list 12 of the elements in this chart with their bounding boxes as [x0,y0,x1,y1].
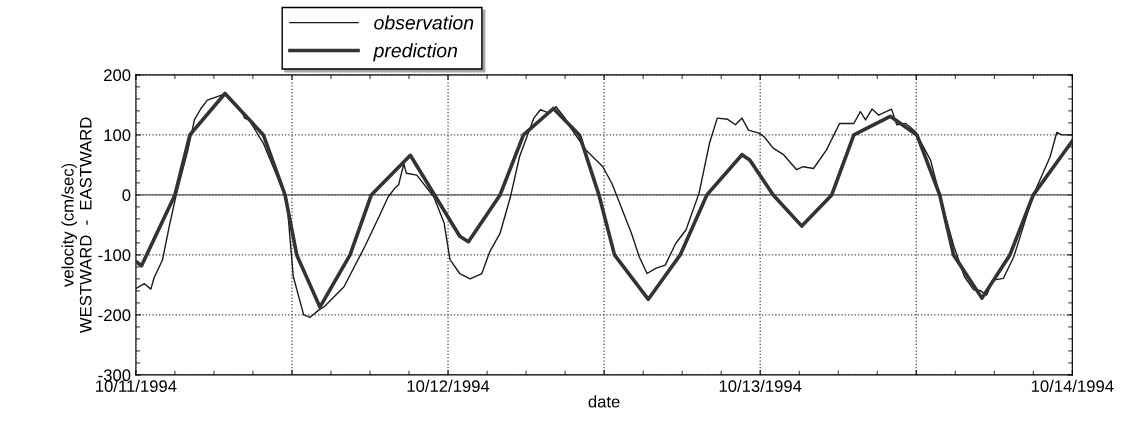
y-tick-label: -100 [98,249,131,262]
y-tick-label: 0 [122,189,131,202]
y-tick-label: 200 [104,69,131,82]
x-tick-label: 10/14/1994 [1031,379,1114,393]
y-axis-title: velocity (cm/sec) WESTWARD - EASTWARD [61,117,92,334]
legend-label: observation [374,15,474,30]
x-axis-title: date [588,395,620,408]
x-tick-label: 10/12/1994 [407,379,490,393]
legend-label: prediction [373,43,458,62]
y-tick-label: -200 [98,309,131,322]
y-tick-label: 100 [104,129,131,142]
x-tick-label: 10/13/1994 [719,379,802,393]
